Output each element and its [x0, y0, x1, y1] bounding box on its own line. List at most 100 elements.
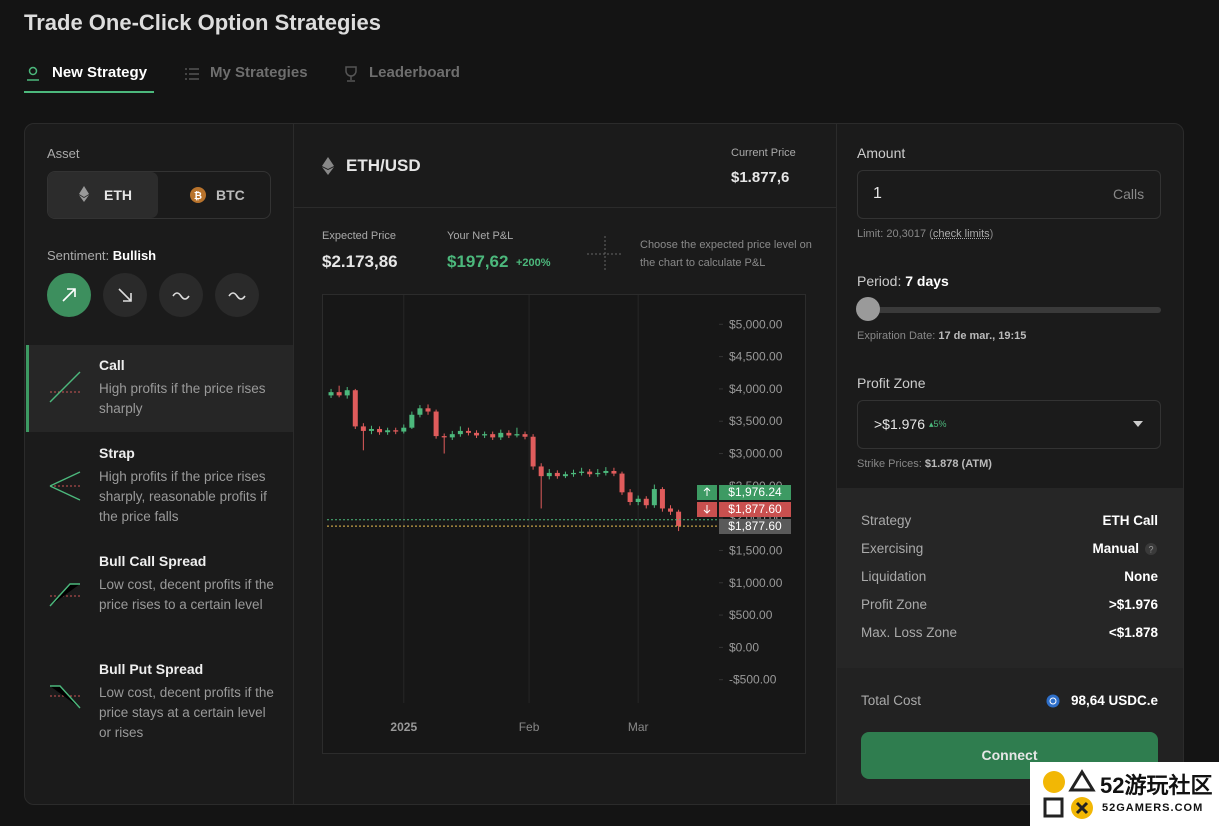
candle-body	[465, 430, 471, 433]
candle-body	[554, 472, 560, 477]
strategy-description: Low cost, decent profits if the price st…	[99, 685, 274, 740]
label: Expected Price	[322, 230, 396, 242]
candle-body	[546, 472, 552, 477]
candle-body	[506, 432, 512, 436]
candle-body	[490, 434, 496, 438]
candle-body	[328, 392, 334, 396]
tab[interactable]: New Strategy	[52, 64, 148, 81]
candle-body	[393, 430, 399, 432]
strategy-name[interactable]: Strap	[99, 445, 135, 461]
candle-body	[571, 472, 577, 475]
svg-text:?: ?	[1148, 545, 1153, 555]
help-icon[interactable]: ?	[1144, 542, 1158, 556]
dropdown-arrow	[1133, 421, 1143, 427]
profit-zone-pct: 5%	[933, 419, 947, 429]
total-label: Total Cost	[861, 693, 922, 708]
period: 7 days	[905, 273, 949, 289]
label: Strike Prices:	[857, 458, 922, 470]
crosshair-icon	[587, 236, 623, 272]
strategy-name[interactable]: Bull Call Spread	[99, 553, 207, 569]
candle-body	[627, 492, 633, 502]
candle-body	[385, 430, 391, 433]
amount-input[interactable]	[857, 170, 1161, 219]
strategy-name[interactable]: Bull Put Spread	[99, 661, 204, 677]
slider-track[interactable]	[857, 307, 1161, 313]
profit-zone-select[interactable]	[857, 400, 1161, 449]
y-tick-label: $500.00	[729, 608, 773, 622]
summary-label: Strategy	[861, 513, 912, 528]
x-tick-label: Feb	[519, 720, 540, 734]
strategy-name[interactable]: Call	[99, 357, 125, 373]
sentiment-value: Bullish	[112, 248, 157, 263]
watermark-logo	[1043, 769, 1096, 819]
y-tick-label: $5,000.00	[729, 317, 783, 331]
profit-zone: >$1.976	[874, 416, 925, 432]
candle-body	[595, 472, 601, 475]
limit: Limit: 20,3017 (	[857, 228, 933, 240]
check-limits[interactable]: check limits	[932, 228, 990, 240]
candle-body	[449, 434, 455, 438]
candle-body	[522, 434, 528, 437]
candle-body	[498, 432, 504, 438]
page-title: Trade One-Click Option Strategies	[24, 10, 381, 35]
slider-knob[interactable]	[856, 297, 880, 321]
summary-value: None	[1124, 569, 1158, 584]
candle-body	[482, 434, 488, 436]
candle-body	[336, 392, 342, 396]
divider	[294, 207, 836, 208]
candle-body	[368, 428, 374, 431]
asset-option[interactable]: ETH	[104, 187, 132, 203]
price-arrow	[703, 505, 711, 514]
divider	[836, 124, 837, 804]
tab-icon	[185, 68, 199, 80]
y-tick-label: $4,000.00	[729, 382, 783, 396]
hint: Choose the expected price level on the c…	[640, 239, 812, 269]
candle-body	[619, 473, 625, 493]
asset-selected[interactable]	[48, 172, 158, 218]
watermark-name: 52游玩社区	[1100, 773, 1213, 798]
y-tick-label: $4,500.00	[729, 350, 783, 364]
candle-body	[587, 471, 593, 475]
x-tick-label: Mar	[628, 720, 649, 734]
tab-underline	[24, 91, 154, 93]
summary-label: Exercising	[861, 541, 924, 556]
candle-body	[433, 411, 439, 437]
candle-body	[457, 430, 463, 435]
price-tag-label: $1,877.60	[728, 519, 782, 533]
label: Current Price	[731, 147, 796, 159]
expiration: 17 de mar., 19:15	[938, 330, 1027, 342]
y-tick-label: $3,500.00	[729, 414, 783, 428]
price-tag	[719, 502, 791, 517]
amount: 1	[873, 185, 882, 202]
sentiment-buttons[interactable]	[46, 272, 266, 318]
pnl-pct: +200%	[516, 257, 551, 269]
eth-icon	[322, 157, 334, 175]
candle-body	[676, 511, 682, 526]
candle-body	[651, 489, 657, 506]
x-tick-label: 2025	[390, 720, 417, 734]
price-chart[interactable]: 2025 Feb Mar $5,000.00 $4,500.00 $4,000.00 $3,…	[322, 294, 806, 754]
candle-body	[514, 434, 520, 436]
watermark-site: 52GAMERS.COM	[1102, 802, 1204, 814]
tab[interactable]: Leaderboard	[369, 64, 460, 81]
summary-panel	[837, 488, 1183, 668]
total-value: 98,64 USDC.e	[1070, 693, 1158, 708]
label: Asset	[47, 146, 80, 161]
candle-body	[360, 426, 366, 431]
asset-toggle	[47, 171, 271, 219]
strategy-description: High profits if the price rises sharply,…	[99, 469, 267, 524]
tab-icon	[345, 66, 357, 82]
summary-label: Max. Loss Zone	[861, 625, 958, 640]
candle-body	[441, 436, 447, 438]
candle-body	[344, 390, 350, 396]
candle-body	[377, 428, 383, 433]
tab[interactable]: My Strategies	[210, 64, 308, 81]
eth-icon	[79, 186, 89, 202]
candle-body	[659, 489, 665, 509]
candle-body	[611, 470, 617, 474]
candle-body	[579, 471, 585, 473]
label: Your Net P&L	[447, 230, 514, 242]
candle-body	[538, 466, 544, 477]
asset-option[interactable]: BTC	[216, 187, 245, 203]
